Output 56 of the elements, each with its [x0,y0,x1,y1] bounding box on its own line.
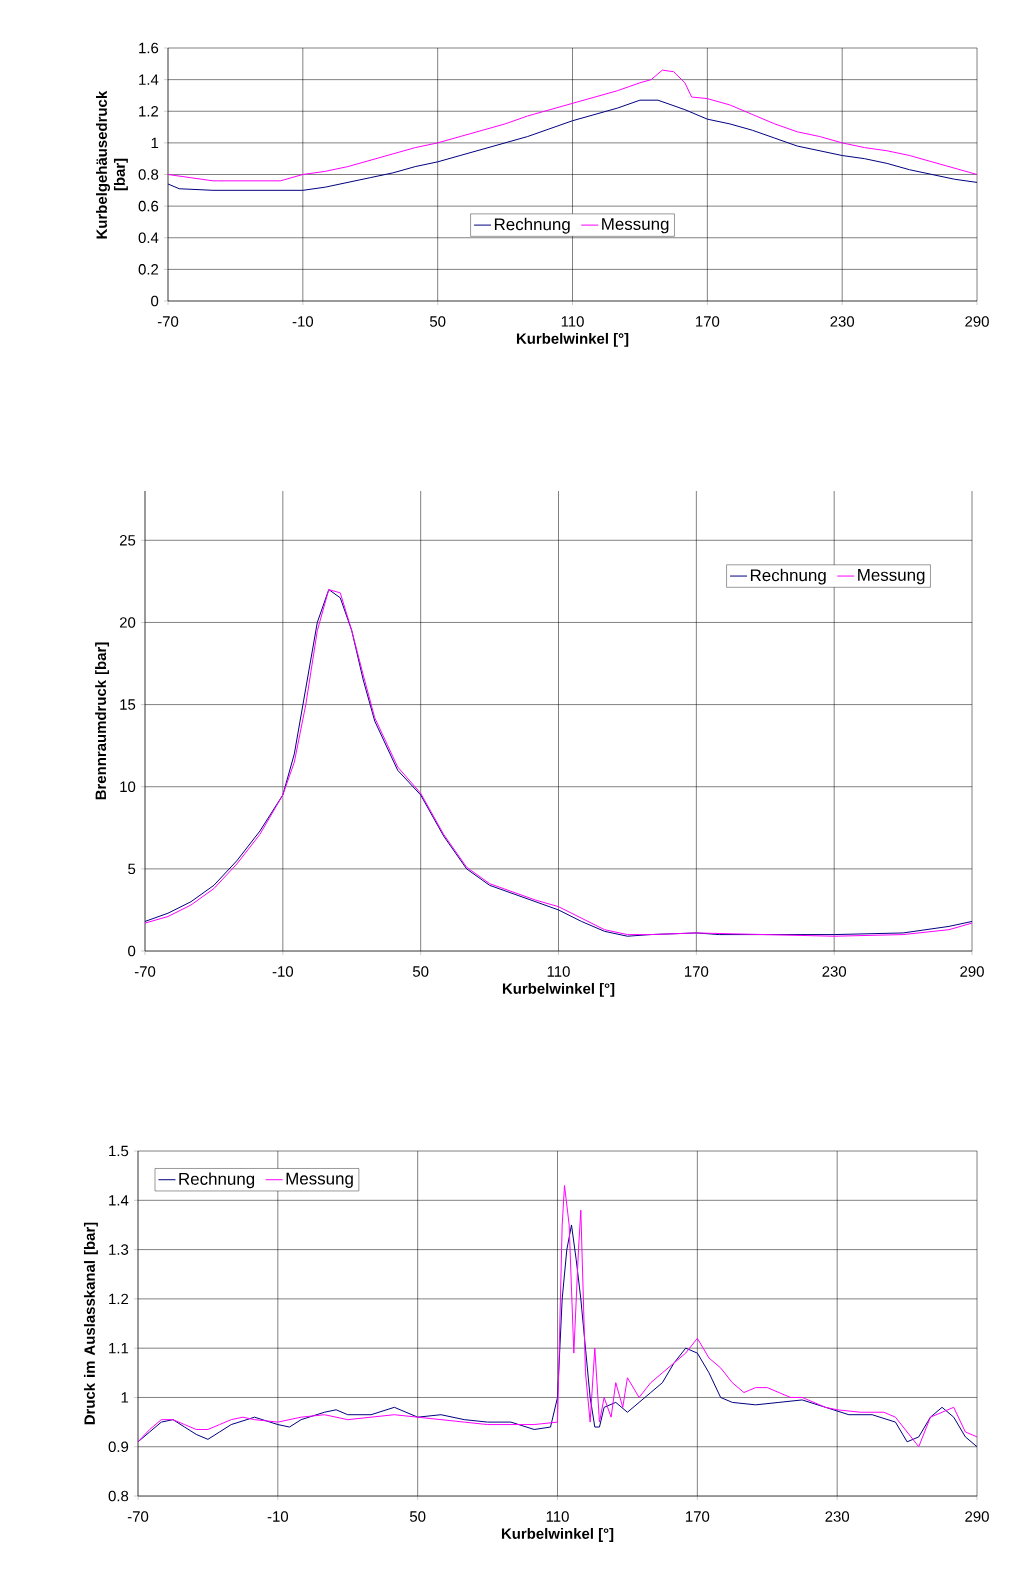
y-tick-label: 15 [120,699,136,710]
y-axis-title: Brennraumdruck [bar] [95,642,110,800]
y-tick-label: 10 [120,781,136,793]
y-tick-label: 1.2 [139,106,159,117]
x-tick-label: -10 [267,1511,289,1522]
y-tick-label: 1.4 [109,1195,129,1206]
x-tick-label: 290 [965,1511,989,1522]
x-tick-label: -10 [272,966,294,977]
x-tick-label: 230 [822,966,847,977]
x-tick-label: 110 [561,316,584,327]
legend-label: Messung [286,1172,353,1188]
x-tick-label: 50 [409,1511,426,1522]
y-tick-label: 1 [121,1392,129,1403]
x-tick-label: 110 [547,966,570,977]
y-axis-title: Kurbelgehäusedruck [bar] [96,90,128,239]
y-tick-label: 0 [128,945,136,957]
x-tick-label: 290 [960,966,984,977]
x-tick-label: 170 [696,316,720,327]
y-tick-label: 0.4 [138,232,159,244]
x-tick-label: 230 [830,316,855,327]
legend-label: Messung [858,569,925,585]
x-tick-label: 170 [686,1511,710,1522]
y-tick-label: 0.9 [108,1441,129,1453]
x-tick-label: 230 [825,1511,850,1522]
x-tick-label: 110 [546,1511,569,1522]
y-tick-label: 0 [151,295,159,307]
y-tick-label: 1.1 [109,1343,129,1354]
y-tick-label: 0.8 [138,169,159,180]
x-tick-label: 170 [685,966,709,977]
x-tick-label: -10 [292,316,314,327]
x-axis-title: Kurbelwinkel [°] [501,1527,614,1542]
y-tick-label: 1.3 [109,1244,129,1255]
x-tick-label: -70 [157,316,179,327]
y-tick-label: 1.2 [109,1293,129,1305]
y-tick-label: 1.6 [139,42,159,54]
x-axis-title: Kurbelwinkel [°] [516,332,629,347]
x-tick-label: -70 [127,1511,149,1522]
legend-label: Rechnung [750,568,826,585]
y-tick-label: 5 [128,863,136,875]
x-axis-title: Kurbelwinkel [°] [502,982,615,997]
x-tick-label: -70 [134,966,156,977]
y-tick-label: 0.8 [108,1490,129,1502]
x-tick-label: 290 [965,316,989,327]
y-tick-label: 1.5 [109,1145,129,1157]
y-tick-label: 0.2 [138,264,159,275]
legend-label: Messung [602,218,669,234]
y-tick-label: 1 [151,137,159,149]
legend-label: Rechnung [179,1172,255,1189]
x-tick-label: 50 [412,966,429,977]
x-tick-label: 50 [429,316,446,327]
y-tick-label: 0.6 [138,200,159,212]
y-tick-label: 25 [119,535,136,546]
legend-label: Rechnung [494,217,570,234]
y-tick-label: 1.4 [139,74,159,85]
y-tick-label: 20 [119,617,136,628]
y-axis-title: Druck im Auslasskanal [bar] [83,1222,98,1425]
